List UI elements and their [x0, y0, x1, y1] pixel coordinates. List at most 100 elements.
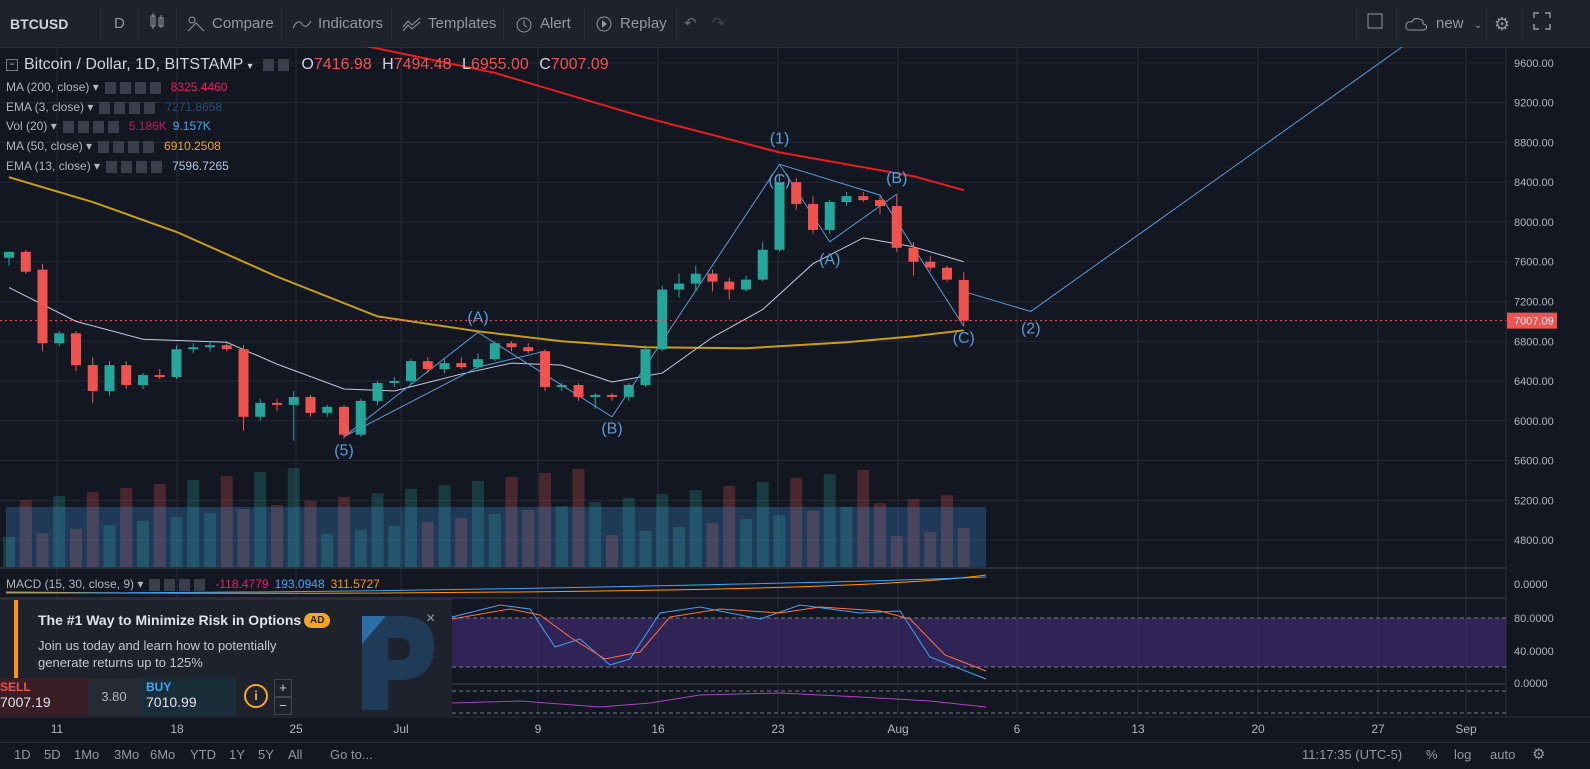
candle-body[interactable]: [87, 365, 98, 391]
candle-body[interactable]: [272, 402, 282, 405]
indicator-legend-row[interactable]: EMA (13, close) ▾ 7596.7265: [6, 159, 229, 173]
log-toggle[interactable]: log: [1454, 747, 1472, 762]
gear-icon[interactable]: ⚙: [1494, 14, 1511, 34]
legend-buttons[interactable]: [262, 58, 289, 71]
candle-body[interactable]: [4, 251, 14, 258]
range-button-all[interactable]: All: [288, 747, 303, 762]
indicator-buttons[interactable]: [98, 140, 159, 153]
indicator-legend-row[interactable]: MA (200, close) ▾ 8325.4460: [6, 80, 227, 94]
candle-body[interactable]: [657, 289, 668, 350]
candle-body[interactable]: [674, 283, 684, 290]
candle-body[interactable]: [640, 349, 651, 385]
candle-body[interactable]: [171, 349, 182, 378]
candle-body[interactable]: [322, 406, 333, 413]
indicator-buttons[interactable]: [104, 81, 165, 94]
candle-body[interactable]: [372, 383, 383, 401]
price-chart[interactable]: 9600.00 9200.00 8800.00 8400.00 8000.00 7600.…: [0, 47, 1590, 742]
indicator-name[interactable]: MA (200, close) ▾: [6, 80, 99, 94]
candle-body[interactable]: [824, 202, 835, 230]
range-button-1y[interactable]: 1Y: [229, 747, 245, 762]
candle-body[interactable]: [188, 347, 199, 350]
range-button-3mo[interactable]: 3Mo: [114, 747, 140, 762]
candle-body[interactable]: [942, 267, 952, 280]
candle-body[interactable]: [556, 384, 567, 387]
candle-body[interactable]: [858, 196, 869, 201]
range-button-5y[interactable]: 5Y: [258, 747, 274, 762]
range-button-1d[interactable]: 1D: [14, 747, 31, 762]
candle-body[interactable]: [37, 269, 48, 344]
chevron-down-icon[interactable]: ▾: [247, 61, 253, 72]
candle-body[interactable]: [573, 384, 584, 397]
candle-body[interactable]: [473, 359, 483, 368]
candle-body[interactable]: [757, 249, 768, 280]
minus-button[interactable]: −: [274, 697, 292, 715]
candle-body[interactable]: [205, 345, 215, 348]
candle-body[interactable]: [456, 363, 467, 368]
candle-body[interactable]: [724, 281, 735, 290]
symbol-search[interactable]: BTCUSD: [10, 16, 69, 32]
candle-body[interactable]: [607, 394, 617, 397]
indicators-button[interactable]: Indicators: [292, 12, 383, 36]
info-icon[interactable]: i: [244, 684, 268, 708]
interval-button[interactable]: D: [114, 15, 125, 32]
candle-body[interactable]: [506, 343, 517, 348]
candle-body[interactable]: [255, 402, 266, 417]
auto-toggle[interactable]: auto: [1490, 747, 1516, 762]
range-button-1mo[interactable]: 1Mo: [74, 747, 100, 762]
undo-icon[interactable]: ↶: [684, 15, 697, 32]
plus-button[interactable]: +: [274, 679, 292, 697]
candle-body[interactable]: [540, 351, 550, 387]
indicator-name[interactable]: EMA (13, close) ▾: [6, 158, 101, 173]
candle-body[interactable]: [71, 333, 81, 366]
candle-body[interactable]: [891, 206, 902, 248]
candle-body[interactable]: [489, 343, 500, 360]
range-button-6mo[interactable]: 6Mo: [150, 747, 176, 762]
candle-body[interactable]: [422, 361, 433, 370]
indicator-buttons[interactable]: [149, 578, 210, 591]
ad-title[interactable]: The #1 Way to Minimize Risk in Options: [38, 612, 302, 628]
candle-body[interactable]: [958, 279, 969, 321]
indicator-buttons[interactable]: [99, 101, 160, 114]
indicator-name[interactable]: Vol (20) ▾: [6, 119, 57, 134]
indicator-legend-row[interactable]: MA (50, close) ▾ 6910.2508: [6, 139, 221, 153]
buy-button[interactable]: BUY 7010.99: [140, 678, 236, 716]
clock-readout[interactable]: 11:17:35 (UTC-5): [1302, 747, 1403, 762]
candle-body[interactable]: [288, 396, 299, 405]
candle-body[interactable]: [104, 365, 115, 391]
compare-button[interactable]: Compare: [186, 12, 274, 36]
symbol-title[interactable]: Bitcoin / Dollar, 1D, BITSTAMP: [24, 56, 244, 73]
candle-body[interactable]: [305, 396, 316, 413]
chart-style-button[interactable]: [148, 12, 166, 36]
indicator-buttons[interactable]: [62, 121, 123, 134]
close-icon[interactable]: ×: [426, 610, 436, 627]
wave-projection-line[interactable]: [963, 47, 1433, 312]
goto-button[interactable]: Go to...: [330, 747, 373, 762]
percent-toggle[interactable]: %: [1426, 747, 1438, 762]
select-rect-icon[interactable]: [1366, 12, 1384, 36]
candle-body[interactable]: [238, 349, 249, 417]
candle-body[interactable]: [54, 333, 65, 344]
candle-body[interactable]: [20, 251, 31, 272]
candle-body[interactable]: [925, 261, 936, 268]
macd-legend[interactable]: MACD (15, 30, close, 9) ▾ -118.4779 193.09…: [6, 577, 380, 591]
candle-body[interactable]: [154, 375, 165, 378]
replay-button[interactable]: Replay: [594, 12, 667, 36]
candle-body[interactable]: [355, 400, 366, 435]
collapse-icon[interactable]: −: [6, 58, 18, 71]
candle-body[interactable]: [707, 273, 718, 282]
indicator-legend-row[interactable]: EMA (3, close) ▾ 7271.8658: [6, 100, 222, 114]
candle-body[interactable]: [523, 347, 534, 352]
candle-body[interactable]: [875, 200, 885, 207]
candle-body[interactable]: [623, 384, 634, 397]
range-button-5d[interactable]: 5D: [44, 747, 61, 762]
candle-body[interactable]: [389, 381, 400, 384]
candle-body[interactable]: [791, 182, 802, 205]
indicator-name[interactable]: MA (50, close) ▾: [6, 139, 93, 154]
gear-icon[interactable]: ⚙: [1532, 746, 1546, 763]
candle-body[interactable]: [138, 375, 148, 385]
candle-body[interactable]: [439, 363, 450, 370]
candle-body[interactable]: [908, 247, 919, 262]
candle-body[interactable]: [741, 279, 751, 290]
candle-body[interactable]: [690, 273, 701, 284]
fullscreen-icon[interactable]: [1533, 12, 1551, 36]
